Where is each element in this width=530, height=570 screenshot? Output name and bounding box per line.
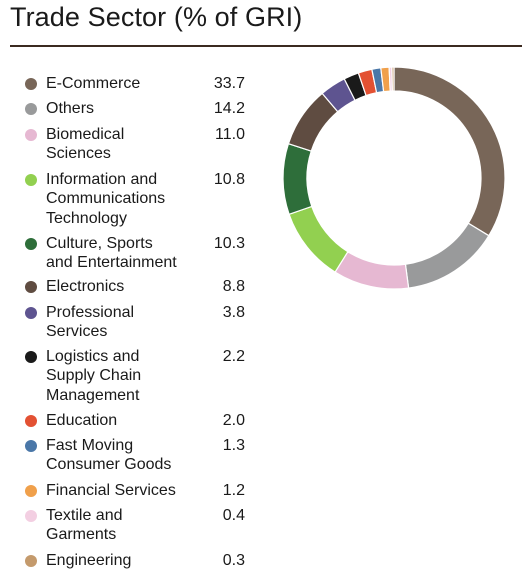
legend-label: Logistics and Supply Chain Management xyxy=(46,348,142,404)
legend-swatch xyxy=(25,307,37,319)
legend-value: 14.2 xyxy=(213,100,245,117)
donut-slice xyxy=(393,66,506,237)
legend-label: Others xyxy=(46,100,95,117)
title-divider xyxy=(10,45,522,47)
legend-value: 0.3 xyxy=(222,552,245,569)
donut-slice xyxy=(404,222,490,289)
legend-swatch xyxy=(25,351,37,363)
donut-slice xyxy=(391,66,395,92)
legend-value: 33.7 xyxy=(213,75,245,92)
legend-label: E-Commerce xyxy=(46,75,141,92)
donut-chart xyxy=(282,66,506,290)
legend-label: Financial Services xyxy=(46,482,176,499)
legend-value: 8.8 xyxy=(222,278,245,295)
legend-swatch xyxy=(25,129,37,141)
legend-label: Textile and Garments xyxy=(46,507,123,544)
legend-label: Education xyxy=(46,412,118,429)
legend-swatch xyxy=(25,485,37,497)
chart-title: Trade Sector (% of GRI) xyxy=(10,2,303,32)
legend-swatch xyxy=(25,78,37,90)
legend-value: 2.0 xyxy=(222,412,245,429)
legend-swatch xyxy=(25,103,37,115)
donut-slice xyxy=(282,142,313,216)
donut-slice xyxy=(334,250,410,290)
legend-label: Electronics xyxy=(46,278,125,295)
legend-swatch xyxy=(25,440,37,452)
legend-label: Engineering xyxy=(46,552,132,569)
legend-swatch xyxy=(25,174,37,186)
legend-value: 2.2 xyxy=(222,348,245,365)
legend-swatch xyxy=(25,238,37,250)
legend-swatch xyxy=(25,555,37,567)
legend-label: Information and Communications Technology xyxy=(46,171,166,227)
legend-value: 3.8 xyxy=(222,304,245,321)
legend-value: 1.2 xyxy=(222,482,245,499)
legend-label: Professional Services xyxy=(46,304,135,341)
legend-label: Culture, Sports and Entertainment xyxy=(46,235,177,272)
legend-value: 11.0 xyxy=(215,126,245,143)
legend-value: 10.8 xyxy=(213,171,245,188)
legend-label: Fast Moving Consumer Goods xyxy=(46,437,172,474)
legend-swatch xyxy=(25,415,37,427)
legend-value: 0.4 xyxy=(222,507,245,524)
legend-value: 10.3 xyxy=(213,235,245,252)
legend-swatch xyxy=(25,281,37,293)
legend-swatch xyxy=(25,510,37,522)
donut-slice xyxy=(288,205,349,273)
legend-label: Biomedical Sciences xyxy=(46,126,125,163)
legend-value: 1.3 xyxy=(222,437,245,454)
